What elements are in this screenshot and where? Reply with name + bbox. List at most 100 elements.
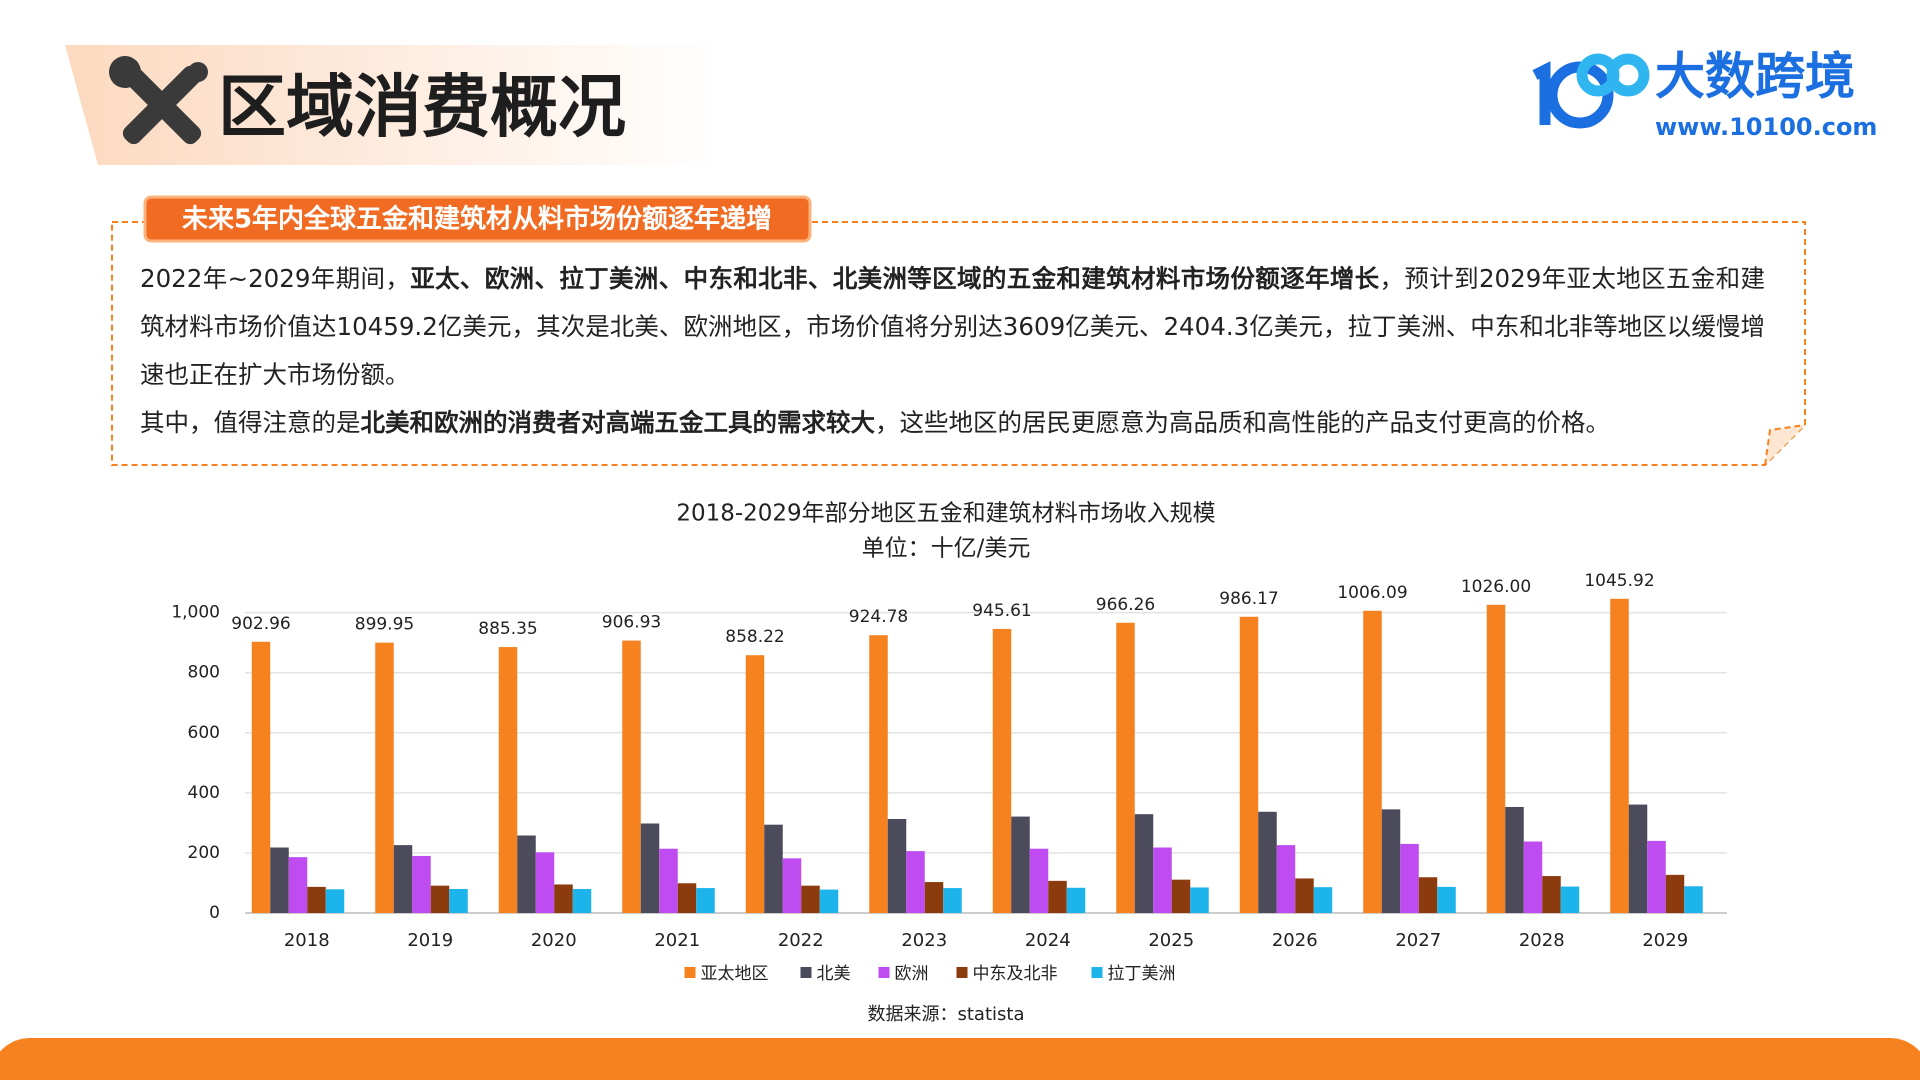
legend-label: 拉丁美洲 — [1108, 964, 1176, 984]
summary-text: 2022年~2029年期间，亚太、欧洲、拉丁美洲、中东和北非、北美洲等区域的五金… — [140, 255, 1765, 447]
x-tick-label: 2020 — [531, 930, 577, 951]
bar — [1486, 604, 1506, 913]
y-tick-label: 600 — [188, 723, 220, 743]
chart-subtitle: 单位：十亿/美元 — [862, 536, 1031, 562]
chart-source: 数据来源：statista — [868, 1004, 1025, 1025]
tools-icon — [109, 56, 208, 145]
legend-label: 亚太地区 — [701, 964, 769, 984]
x-tick-label: 2022 — [778, 930, 824, 951]
value-label: 858.22 — [725, 627, 784, 647]
bar — [887, 818, 907, 913]
paragraph: 其中，值得注意的是北美和欧洲的消费者对高端五金工具的需求较大，这些地区的居民更愿… — [140, 399, 1765, 447]
bar — [270, 847, 289, 913]
bar — [1647, 840, 1666, 913]
bar — [745, 655, 765, 913]
bar — [1628, 804, 1648, 913]
legend-swatch — [684, 967, 696, 978]
paragraph: 2022年~2029年期间，亚太、欧洲、拉丁美洲、中东和北非、北美洲等区域的五金… — [140, 255, 1765, 399]
text: 2022年~2029年期间， — [140, 264, 411, 293]
bar — [782, 858, 802, 913]
bar — [517, 835, 536, 913]
bar — [1276, 845, 1296, 913]
bar — [1134, 814, 1154, 913]
bar — [869, 635, 888, 913]
y-tick-label: 400 — [188, 783, 220, 803]
bold-text: 亚太、欧洲、拉丁美洲、中东和北非、北美洲等区域的五金和建筑材料市场份额逐年增长 — [410, 264, 1380, 293]
bar — [1665, 874, 1685, 913]
bar — [1029, 848, 1049, 913]
bar — [677, 883, 697, 913]
logo-mark — [1532, 53, 1650, 129]
x-tick-label: 2026 — [1272, 930, 1318, 951]
legend-label: 中东及北非 — [973, 964, 1058, 984]
footer-band — [0, 1038, 1920, 1080]
x-tick-label: 2024 — [1025, 930, 1071, 951]
page-title: 区域消费概况 — [218, 69, 626, 148]
text: ，预计到2029年亚太地区五金和建筑材料市场价值达10459.2亿美元，其次是北… — [140, 264, 1766, 389]
bar — [1190, 887, 1209, 913]
bar — [1523, 841, 1543, 913]
bar — [412, 855, 431, 913]
value-label: 924.78 — [849, 607, 908, 627]
value-label: 945.61 — [972, 601, 1031, 621]
bar — [819, 889, 839, 913]
bar — [307, 886, 326, 913]
summary-tag-bg — [143, 195, 812, 243]
legend-swatch — [1091, 967, 1103, 978]
legend-swatch — [878, 967, 890, 978]
y-tick-label: 0 — [209, 903, 220, 923]
bar — [696, 888, 715, 913]
legend-label: 北美 — [817, 964, 851, 984]
bar — [1011, 816, 1030, 913]
bold-text: 北美和欧洲的消费者对高端五金工具的需求较大 — [360, 408, 876, 437]
bar — [622, 640, 641, 913]
logo-url: www.10100.com — [1655, 113, 1877, 141]
legend-swatch — [956, 967, 968, 978]
page-fold — [1764, 424, 1806, 466]
bar — [1313, 887, 1333, 913]
bar — [554, 884, 573, 913]
bar — [1363, 610, 1382, 913]
bar — [1610, 598, 1629, 913]
x-tick-label: 2023 — [901, 930, 947, 951]
bar — [801, 885, 820, 913]
x-tick-label: 2029 — [1642, 930, 1688, 951]
text: 其中，值得注意的是 — [140, 408, 361, 437]
bar — [924, 882, 944, 913]
bar — [1258, 811, 1277, 913]
bar — [764, 824, 783, 913]
bar — [535, 852, 555, 913]
x-tick-label: 2021 — [654, 930, 700, 951]
bar — [1381, 809, 1401, 913]
bar — [640, 823, 660, 913]
value-label: 966.26 — [1096, 595, 1155, 615]
value-label: 986.17 — [1219, 589, 1278, 609]
bar — [449, 888, 468, 913]
y-tick-label: 200 — [188, 843, 220, 863]
bar — [1542, 876, 1561, 913]
bar — [572, 888, 592, 913]
bar — [659, 848, 678, 913]
chart-title: 2018-2029年部分地区五金和建筑材料市场收入规模 — [676, 501, 1215, 527]
value-label: 899.95 — [355, 615, 414, 635]
bar — [375, 642, 394, 913]
y-tick-label: 800 — [188, 663, 220, 683]
x-tick-label: 2018 — [284, 930, 330, 951]
bar — [1560, 886, 1580, 913]
bar — [1295, 878, 1314, 913]
bar — [1505, 806, 1524, 913]
bar — [251, 641, 271, 913]
x-tick-label: 2025 — [1148, 930, 1194, 951]
value-label: 902.96 — [231, 614, 290, 634]
bar — [906, 851, 925, 913]
bar — [288, 857, 308, 913]
text: ，这些地区的居民更愿意为高品质和高性能的产品支付更高的价格。 — [875, 408, 1610, 437]
y-tick-label: 1,000 — [171, 603, 220, 623]
x-tick-label: 2028 — [1519, 930, 1565, 951]
logo-name: 大数跨境 — [1655, 48, 1855, 106]
x-tick-label: 2027 — [1395, 930, 1441, 951]
value-label: 885.35 — [478, 619, 537, 639]
bar — [1171, 879, 1191, 913]
legend-swatch — [800, 967, 812, 978]
